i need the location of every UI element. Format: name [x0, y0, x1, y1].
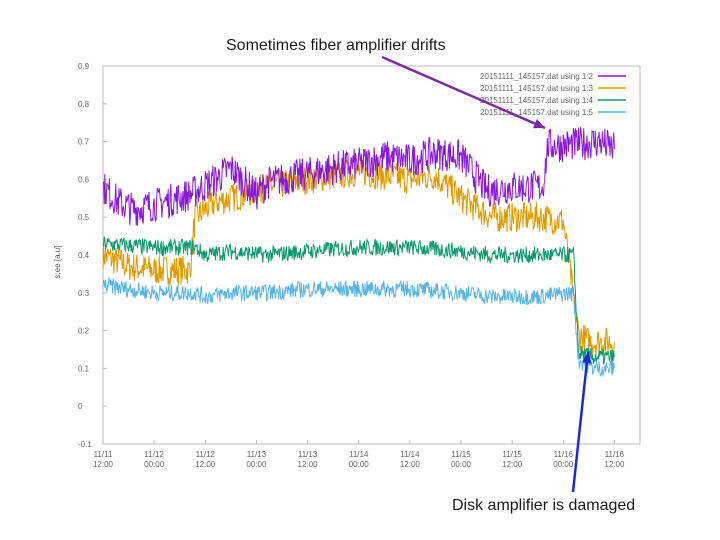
- y-tick-label: 0.4: [78, 251, 90, 260]
- x-tick-label: 11/14: [349, 450, 369, 459]
- x-tick-label: 11/12: [144, 450, 164, 459]
- y-tick-label: 0.3: [78, 289, 90, 298]
- x-ticks: 11/1112:0011/1200:0011/1212:0011/1300:00…: [93, 440, 625, 469]
- y-tick-label: 0.9: [78, 62, 90, 71]
- arrow-disk-damaged: [571, 351, 592, 493]
- series-group: [102, 126, 615, 377]
- x-tick-label: 00:00: [144, 460, 165, 469]
- x-tick-label: 11/16: [605, 450, 625, 459]
- y-tick-label: 0.7: [78, 138, 90, 147]
- x-tick-label: 00:00: [349, 460, 370, 469]
- annotation-disk-damaged: Disk amplifier is damaged: [452, 497, 636, 514]
- legend: 20151111_145157.dat using 1:2 20151111_14…: [480, 72, 626, 117]
- x-tick-label: 12:00: [604, 460, 625, 469]
- y-tick-label: 0.1: [78, 364, 90, 373]
- legend-label: 20151111_145157.dat using 1:3: [480, 84, 594, 93]
- x-tick-label: 12:00: [298, 460, 319, 469]
- x-tick-label: 11/13: [247, 450, 267, 459]
- x-tick-label: 12:00: [400, 460, 421, 469]
- series-line-1: [102, 126, 615, 226]
- x-tick-label: 12:00: [502, 460, 523, 469]
- x-tick-label: 11/12: [196, 450, 216, 459]
- arrow-fiber-drift: [381, 55, 546, 130]
- y-tick-label: 0.6: [78, 175, 90, 184]
- annotation-fiber-drift: Sometimes fiber amplifier drifts: [226, 37, 446, 54]
- x-tick-label: 11/13: [298, 450, 318, 459]
- x-tick-label: 00:00: [246, 460, 267, 469]
- x-tick-label: 00:00: [553, 460, 574, 469]
- y-tick-label: 0: [78, 402, 83, 411]
- y-tick-label: 0.5: [78, 213, 90, 222]
- legend-label: 20151111_145157.dat using 1:2: [480, 72, 594, 81]
- y-axis-label: s;ee [a.u]: [53, 246, 62, 279]
- x-tick-label: 12:00: [195, 460, 216, 469]
- y-tick-label: 0.8: [78, 100, 90, 109]
- y-tick-label: -0.1: [78, 440, 92, 449]
- x-tick-label: 11/11: [94, 450, 113, 459]
- y-tick-label: 0.2: [78, 327, 90, 336]
- x-tick-label: 11/15: [502, 450, 522, 459]
- x-tick-label: 00:00: [451, 460, 472, 469]
- series-line-3: [103, 236, 615, 366]
- x-tick-label: 11/15: [451, 450, 471, 459]
- series-line-4: [102, 276, 615, 377]
- annotation-arrows: [381, 55, 592, 493]
- x-tick-label: 11/14: [400, 450, 420, 459]
- legend-label: 20151111_145157.dat using 1:5: [480, 108, 594, 117]
- x-tick-label: 11/16: [554, 450, 574, 459]
- y-ticks: 0.9 0.8 0.7 0.6 0.5 0.4 0.3 0.2 0.1 0 -0.1: [78, 62, 107, 449]
- legend-label: 20151111_145157.dat using 1:4: [480, 96, 594, 105]
- x-tick-label: 12:00: [93, 460, 114, 469]
- series-line-2: [102, 158, 615, 357]
